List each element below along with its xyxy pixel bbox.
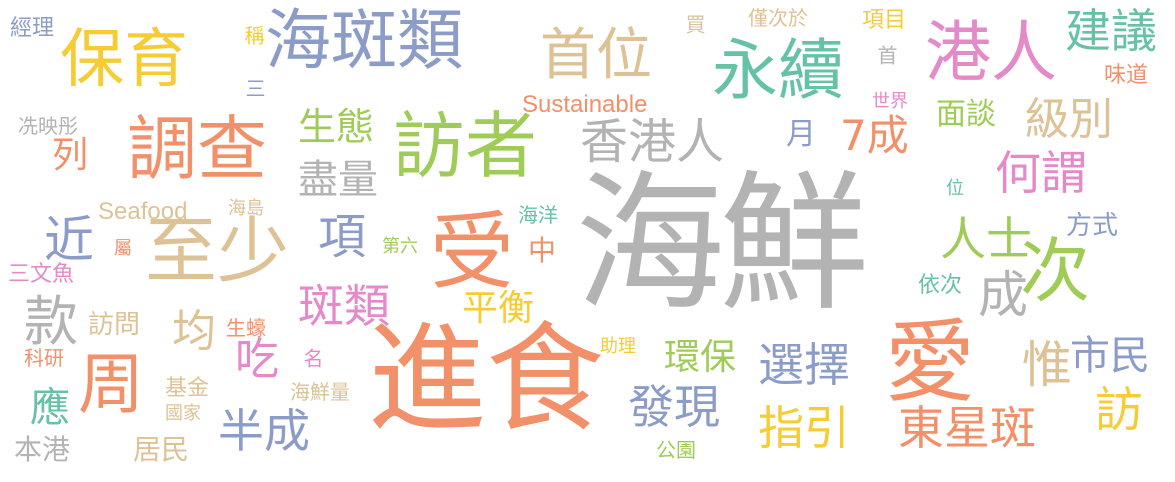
- word-xiang: 項: [318, 209, 367, 265]
- word-jincium: 僅次於: [748, 6, 808, 30]
- word-fangshi: 方式: [1066, 211, 1119, 241]
- word-qicheng: 7成: [840, 111, 909, 160]
- word-jun: 均: [172, 306, 216, 357]
- word-zhuli: 助理: [600, 336, 636, 357]
- word-seafood: Seafood: [98, 198, 188, 225]
- word-zhishao: 至少: [145, 209, 290, 293]
- word-banlei: 斑類: [298, 279, 390, 333]
- word-jumin: 居民: [133, 433, 190, 466]
- word-ci: 次: [1020, 230, 1090, 312]
- word-ai1: 愛: [885, 310, 975, 415]
- word-shijie: 世界: [872, 91, 908, 112]
- word-sustainable: Sustainable: [522, 91, 648, 118]
- word-xianggangren: 香港人: [580, 114, 725, 170]
- word-gongyuan: 公園: [656, 438, 696, 462]
- word-mai: 買: [682, 14, 706, 34]
- word-yongxu: 永續: [712, 32, 844, 109]
- word-diaocha: 調查: [127, 108, 267, 190]
- word-jibie: 級別: [1025, 94, 1113, 145]
- word-haixian: 海鮮: [575, 158, 869, 332]
- word-faxian: 發現: [628, 380, 720, 434]
- word-zhiyin: 指引: [758, 401, 850, 455]
- word-lie: 列: [52, 135, 89, 176]
- word-rensi: 人士: [940, 212, 1032, 266]
- word-chi: 吃: [235, 334, 279, 385]
- word-dongxingban: 東星斑: [898, 401, 1036, 455]
- word-pingheng: 平衡: [462, 288, 535, 329]
- word-weizhi: 位: [943, 178, 964, 196]
- word-haidao: 海島: [228, 198, 264, 219]
- word-cheng2: 稱: [241, 25, 265, 45]
- word-guojia: 國家: [165, 403, 201, 424]
- word-haixianliang: 海鮮量: [290, 380, 350, 404]
- word-yici: 依次: [918, 273, 963, 298]
- word-keyan: 科研: [24, 346, 64, 370]
- word-kuan: 款: [24, 290, 78, 353]
- word-jinshi: 進食: [368, 310, 605, 448]
- word-wei: 惟: [1022, 336, 1072, 394]
- word-bancheng: 半成: [218, 404, 310, 458]
- word-fangzhe: 訪者: [393, 104, 538, 188]
- word-jijin: 基金: [165, 376, 210, 401]
- word-haiyang: 海洋: [518, 203, 558, 227]
- word-jin: 近: [44, 211, 94, 269]
- word-shimin: 市民: [1070, 333, 1150, 379]
- word-shouwei: 首位: [540, 23, 652, 88]
- word-haibanlei: 海斑類: [265, 2, 463, 79]
- word-shengtai: 生態: [298, 105, 375, 149]
- word-ying: 應: [30, 385, 70, 431]
- word-yue: 月: [786, 117, 816, 152]
- word-baoyu: 保育: [60, 23, 188, 97]
- word-fangwen: 訪問: [88, 310, 141, 340]
- word-shu: 屬: [111, 238, 132, 256]
- word-xianyingxing: 冼映彤: [18, 114, 78, 138]
- word-shou2: 首: [874, 45, 898, 65]
- word-ming: 名: [300, 348, 324, 368]
- word-huanbao: 環保: [664, 337, 737, 378]
- word-weidao: 味道: [1104, 63, 1149, 88]
- word-diliu: 第六: [382, 236, 418, 257]
- word-san: 三: [242, 78, 266, 98]
- word-zhou: 周: [78, 346, 144, 423]
- word-xuanze: 選擇: [758, 338, 850, 392]
- word-shou: 受: [430, 203, 515, 301]
- word-jianyi: 建議: [1065, 4, 1157, 58]
- word-zhong: 中: [528, 234, 557, 267]
- word-gangren: 港人: [925, 14, 1057, 91]
- word-jinliang: 盡量: [298, 157, 378, 203]
- word-jingli: 經理: [10, 16, 55, 41]
- word-cheng: 成: [978, 266, 1028, 324]
- word-sanwenyu: 三文魚: [8, 262, 75, 287]
- word-shenghao: 生蠔: [226, 316, 266, 340]
- word-hewei: 何謂: [995, 146, 1087, 200]
- word-mientan: 面談: [936, 97, 996, 132]
- word-bengang: 本港: [14, 433, 71, 466]
- word-fang: 訪: [1095, 382, 1144, 438]
- word-xiangmu: 項目: [862, 8, 907, 33]
